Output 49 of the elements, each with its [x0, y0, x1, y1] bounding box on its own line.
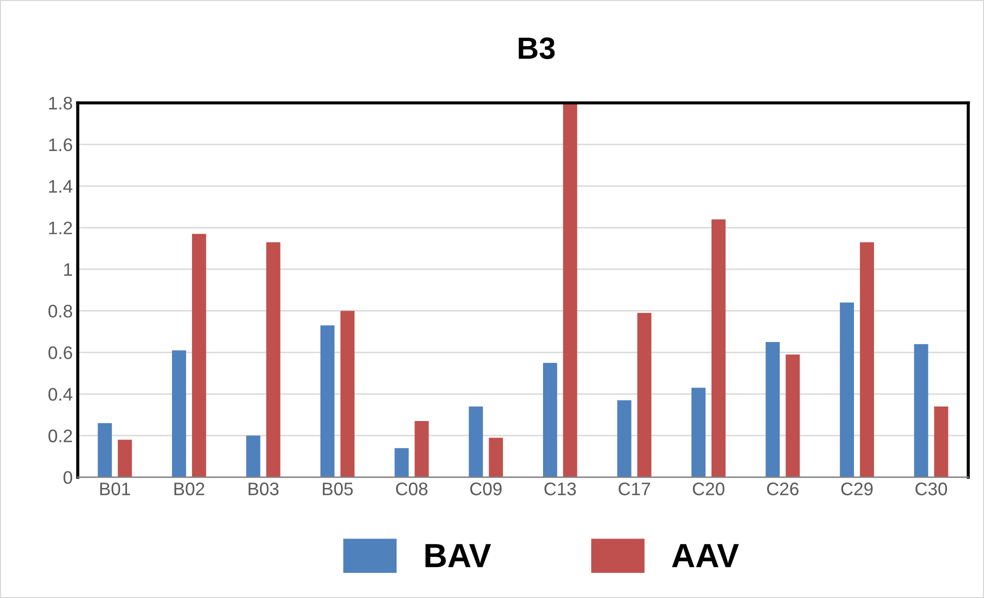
y-tick-label: 0.2	[48, 430, 72, 442]
y-tick-label: 1.2	[49, 222, 72, 234]
x-tick-label: C30	[916, 482, 948, 496]
bar	[543, 362, 558, 478]
x-tick-label: C26	[767, 482, 798, 496]
bar	[711, 219, 726, 478]
bar	[860, 242, 874, 478]
x-tick-label: B01	[100, 482, 130, 496]
bar	[394, 448, 409, 478]
bar	[766, 342, 780, 478]
y-tick-label: 1.4	[49, 180, 72, 193]
x-tick-label: C08	[396, 482, 428, 496]
bar	[246, 436, 260, 478]
legend-label: AAV	[672, 544, 739, 568]
y-tick-label: 1	[64, 263, 72, 276]
y-tick-label: 0.8	[48, 304, 72, 318]
bar	[414, 421, 429, 478]
bar	[192, 234, 206, 478]
bar	[934, 406, 948, 478]
bar	[840, 302, 854, 478]
y-tick-label: 1.8	[49, 96, 72, 110]
bar	[637, 312, 652, 478]
x-tick-label: B02	[174, 482, 204, 496]
bar	[266, 242, 280, 478]
y-tick-label: 0.6	[48, 346, 72, 360]
bar	[914, 344, 928, 478]
bar	[340, 310, 355, 478]
y-tick-label: 0	[64, 471, 72, 484]
chart-title: B3	[518, 37, 555, 60]
legend-label: BAV	[426, 544, 491, 568]
bar	[320, 325, 335, 478]
x-tick-label: C17	[618, 482, 650, 496]
bar	[563, 102, 578, 478]
y-tick-label: 1.6	[49, 138, 72, 152]
bar	[617, 400, 632, 478]
x-tick-label: C13	[544, 482, 576, 496]
bar	[691, 388, 706, 478]
x-tick-label: C29	[841, 482, 873, 496]
y-tick-label: 0.4	[48, 388, 72, 401]
bar	[118, 440, 132, 478]
x-tick-label: C20	[692, 482, 724, 496]
x-tick-label: C09	[470, 482, 502, 496]
bar	[488, 438, 503, 478]
bar	[98, 423, 112, 478]
bar	[468, 406, 483, 478]
bar	[786, 354, 800, 478]
bar	[172, 350, 186, 478]
x-tick-label: B05	[322, 482, 353, 496]
x-tick-label: B03	[248, 482, 279, 496]
